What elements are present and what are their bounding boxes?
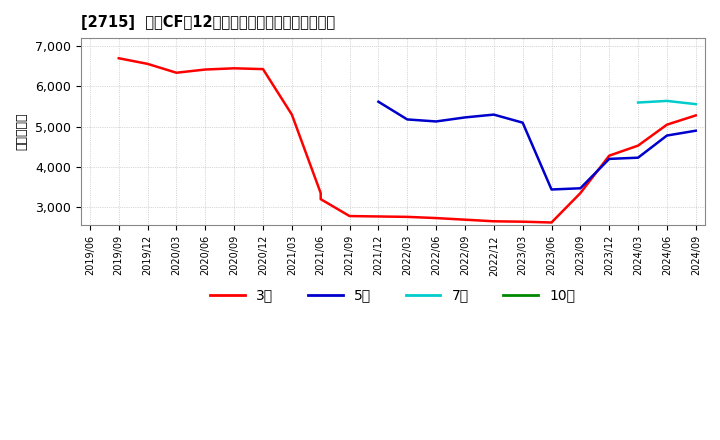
3年 <box>143 61 152 66</box>
Line: 7年: 7年 <box>638 101 696 104</box>
3年 <box>345 213 354 219</box>
3年 <box>258 66 267 72</box>
3年 <box>634 143 642 148</box>
Line: 5年: 5年 <box>379 102 696 190</box>
3年 <box>316 191 325 196</box>
3年 <box>691 113 700 118</box>
Legend: 3年, 5年, 7年, 10年: 3年, 5年, 7年, 10年 <box>205 283 581 308</box>
5年 <box>691 128 700 133</box>
Line: 3年: 3年 <box>119 58 696 223</box>
Text: [2715]  営業CFだ12か月移動合計の標準偏差の推移: [2715] 営業CFだ12か月移動合計の標準偏差の推移 <box>81 15 335 30</box>
5年 <box>432 119 441 124</box>
5年 <box>547 187 556 192</box>
3年 <box>403 214 412 220</box>
3年 <box>518 219 527 224</box>
5年 <box>576 186 585 191</box>
3年 <box>662 122 671 127</box>
5年 <box>662 133 671 138</box>
5年 <box>403 117 412 122</box>
3年 <box>576 191 585 196</box>
3年 <box>490 219 498 224</box>
3年 <box>432 216 441 221</box>
Y-axis label: （百万円）: （百万円） <box>15 113 28 150</box>
3年 <box>287 112 296 117</box>
3年 <box>114 55 123 61</box>
7年 <box>662 98 671 103</box>
5年 <box>634 155 642 160</box>
5年 <box>461 115 469 120</box>
5年 <box>518 120 527 125</box>
3年 <box>374 214 383 219</box>
3年 <box>605 153 613 158</box>
3年 <box>172 70 181 75</box>
3年 <box>230 66 238 71</box>
5年 <box>605 156 613 161</box>
7年 <box>691 102 700 107</box>
3年 <box>461 217 469 222</box>
5年 <box>490 112 498 117</box>
3年 <box>547 220 556 225</box>
3年 <box>316 197 325 202</box>
7年 <box>634 100 642 105</box>
3年 <box>201 67 210 72</box>
5年 <box>374 99 383 104</box>
